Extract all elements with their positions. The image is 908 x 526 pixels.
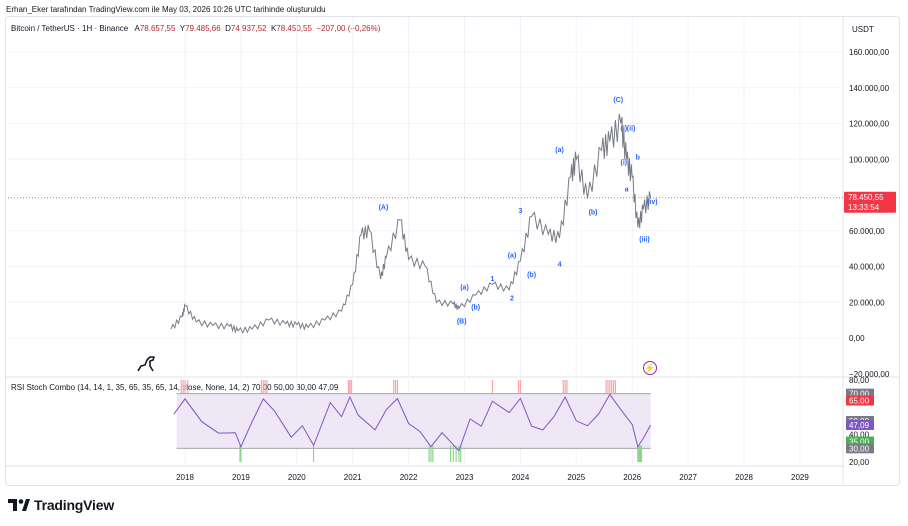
- high-value: 79.485,66: [185, 24, 221, 33]
- time-tick-label: 2025: [567, 473, 585, 482]
- symbol-legend[interactable]: Bitcoin / TetherUS · 1H · Binance A78.65…: [11, 24, 380, 33]
- time-tick-label: 2029: [791, 473, 809, 482]
- countdown-label: 13:33:54: [848, 203, 880, 212]
- rsi-tick-label: 80,00: [849, 376, 870, 385]
- wave-label: (i): [621, 126, 628, 133]
- rsi-tick-label: 40,00: [849, 431, 870, 440]
- price-tick-label: 20.000,00: [849, 298, 885, 307]
- time-tick-label: 2022: [400, 473, 418, 482]
- time-tick-label: 2023: [456, 473, 474, 482]
- last-price-label: 78.450,55: [848, 193, 884, 202]
- rsi-pane: [173, 380, 652, 462]
- time-axis[interactable]: 2018 2019 2020 2021 2022 2023 2024 2025 2026 2027…: [176, 473, 809, 482]
- wave-label: (b): [527, 272, 536, 279]
- wave-label: (a): [460, 285, 469, 292]
- price-tick-label: 120.000,00: [849, 120, 890, 129]
- wave-label: (C): [613, 97, 623, 104]
- wave-label: (iii): [639, 236, 650, 243]
- currency-label[interactable]: USDT: [852, 25, 874, 34]
- time-tick-label: 2026: [623, 473, 641, 482]
- open-value: 78.657,55: [139, 24, 176, 33]
- last-price-tag[interactable]: [844, 191, 896, 213]
- price-axis[interactable]: 160.000,00 140.000,00 120.000,00 100.000,00…: [844, 48, 896, 467]
- time-tick-label: 2019: [232, 473, 250, 482]
- low-label: D: [225, 24, 231, 33]
- price-tick-label: 40.000,00: [849, 263, 885, 272]
- wave-label: (B): [457, 319, 467, 326]
- rsi-axis-tag: [846, 388, 874, 399]
- rsi-tick-label: 70,00: [849, 390, 870, 399]
- rsi-axis-tag: [846, 436, 874, 447]
- tradingview-logo[interactable]: TradingView: [8, 497, 114, 513]
- rsi-tick-label: 35,00: [849, 438, 870, 447]
- tv-logo-icon: [8, 499, 30, 511]
- wave-label: (b): [471, 304, 480, 311]
- tradingview-wordmark: TradingView: [34, 497, 115, 513]
- open-label: A: [134, 24, 140, 33]
- close-label: K: [270, 24, 277, 33]
- snapshot-header: Erhan_Eker tarafından TradingView.com il…: [6, 5, 326, 14]
- rsi-axis-tag: [846, 395, 874, 406]
- time-tick-label: 2024: [512, 473, 530, 482]
- rsi-band: [176, 393, 651, 449]
- wave-labels: (A)(a)(b)(B)12(a)(b)34(a)(b)(C)(i) (ii)b(…: [379, 97, 658, 326]
- high-label: Y: [179, 24, 186, 33]
- time-tick-label: 2018: [176, 473, 194, 482]
- time-tick-label: 2028: [735, 473, 753, 482]
- rsi-tick-label: 30,00: [849, 444, 870, 453]
- dinosaur-icon: [137, 356, 155, 372]
- rsi-axis-tag: [846, 443, 874, 454]
- wave-label: (ii): [627, 126, 636, 133]
- chart-frame: [5, 16, 900, 486]
- wave-label: 4: [558, 262, 562, 269]
- close-value: 78.450,55: [276, 24, 312, 33]
- symbol-name[interactable]: Bitcoin / TetherUS · 1H · Binance: [11, 24, 129, 33]
- price-tick-label: 60.000,00: [849, 227, 885, 236]
- wave-label: (i): [621, 160, 628, 167]
- price-tick-label: 0,00: [849, 334, 865, 343]
- indicator-legend[interactable]: RSI Stoch Combo (14, 14, 1, 35, 65, 35, …: [11, 383, 339, 392]
- price-line: [170, 113, 652, 335]
- low-value: 74.937,52: [230, 24, 267, 33]
- time-tick-label: 2020: [288, 473, 306, 482]
- wave-label: (b): [589, 210, 598, 217]
- rsi-axis-tag: [846, 419, 874, 430]
- price-tick-label: −20.000,00: [849, 370, 890, 379]
- wave-label: a: [625, 186, 629, 193]
- time-tick-label: 2021: [344, 473, 362, 482]
- wave-label: (A): [379, 204, 389, 211]
- price-series: [8, 113, 843, 335]
- wave-label: (iv): [647, 199, 658, 206]
- price-tick-label: 100.000,00: [849, 155, 890, 164]
- rsi-tick-label: 47,09: [849, 421, 870, 430]
- wave-label: b: [636, 154, 640, 161]
- rsi-tick-label: 65,00: [849, 397, 870, 406]
- lightning-icon[interactable]: ⚡: [643, 361, 657, 375]
- rsi-line: [173, 393, 652, 452]
- time-tick-label: 2027: [679, 473, 697, 482]
- price-tick-label: 160.000,00: [849, 48, 890, 57]
- rsi-tick-label: 20,00: [849, 458, 870, 467]
- wave-label: 3: [518, 208, 522, 215]
- wave-label: 2: [510, 295, 514, 302]
- wave-label: (a): [555, 147, 564, 154]
- change-value: −207,00 (−0,26%): [316, 24, 381, 33]
- price-tick-label: 140.000,00: [849, 84, 890, 93]
- wave-label: 1: [490, 276, 494, 283]
- wave-label: (a): [508, 253, 517, 260]
